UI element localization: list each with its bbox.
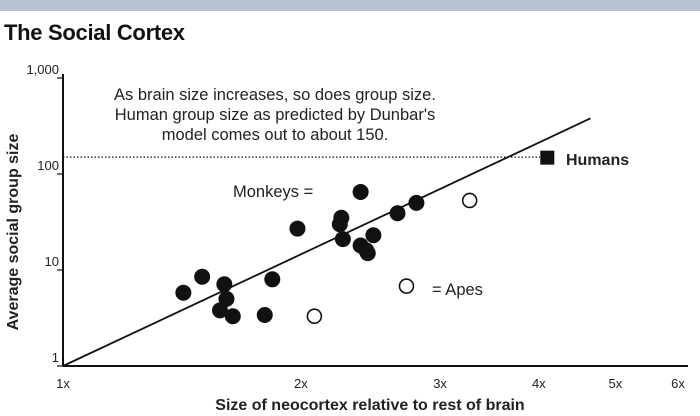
chart-title: The Social Cortex bbox=[4, 20, 185, 45]
monkey-point bbox=[175, 284, 192, 301]
human-point bbox=[540, 150, 555, 165]
x-axis-title: Size of neocortex relative to rest of br… bbox=[215, 397, 524, 414]
monkey-point bbox=[359, 245, 376, 262]
monkey-point bbox=[256, 306, 273, 323]
data-points bbox=[175, 150, 555, 325]
x-tick-label: 3x bbox=[433, 376, 447, 391]
y-tick-label: 100 bbox=[37, 158, 59, 173]
monkey-point bbox=[334, 231, 351, 248]
x-tick-label: 4x bbox=[532, 376, 546, 391]
chart-text: As brain size increases, so does group s… bbox=[5, 86, 629, 414]
monkey-point bbox=[408, 194, 425, 211]
monkey-point bbox=[333, 209, 350, 226]
axes bbox=[57, 74, 688, 367]
monkey-point bbox=[389, 205, 406, 222]
monkey-point bbox=[289, 220, 306, 237]
y-tick-label: 10 bbox=[45, 254, 59, 269]
trend-line-group bbox=[62, 117, 591, 367]
y-tick-label: 1 bbox=[52, 350, 59, 365]
y-tick-label: 1,000 bbox=[26, 62, 59, 77]
apes-legend-label: = Apes bbox=[432, 281, 483, 299]
monkey-point bbox=[365, 227, 382, 244]
monkey-point bbox=[216, 276, 233, 293]
ape-point bbox=[306, 308, 323, 325]
monkey-point bbox=[224, 308, 241, 325]
top-color-bar bbox=[0, 0, 700, 11]
annotation-line: Human group size as predicted by Dunbar'… bbox=[115, 106, 436, 124]
x-tick-label: 5x bbox=[609, 376, 623, 391]
monkey-point bbox=[352, 183, 369, 200]
tick-labels: 1 10 100 1,000 1x 2x 3x 4x 5x 6x bbox=[26, 62, 685, 391]
annotation-line: model comes out to about 150. bbox=[162, 126, 389, 144]
y-axis-title: Average social group size bbox=[5, 133, 22, 330]
humans-label: Humans bbox=[566, 152, 629, 169]
annotation-line: As brain size increases, so does group s… bbox=[114, 86, 436, 104]
x-tick-label: 1x bbox=[56, 376, 70, 391]
x-tick-label: 6x bbox=[671, 376, 685, 391]
ape-point bbox=[398, 278, 415, 294]
monkeys-legend-label: Monkeys = bbox=[233, 183, 313, 201]
trend-line bbox=[62, 117, 591, 367]
x-tick-label: 2x bbox=[294, 376, 308, 391]
monkey-point bbox=[264, 271, 281, 288]
ape-point bbox=[461, 192, 478, 209]
monkey-point bbox=[218, 290, 235, 307]
monkey-point bbox=[194, 268, 211, 285]
